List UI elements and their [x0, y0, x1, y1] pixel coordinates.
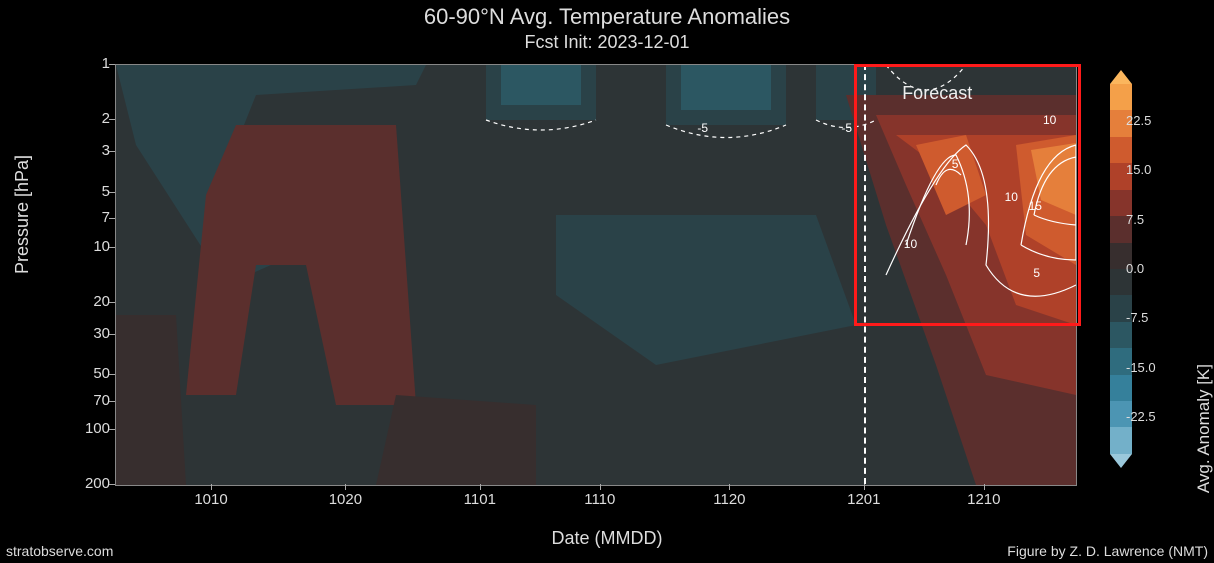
x-tick-mark — [480, 484, 481, 490]
colorbar-segment — [1110, 137, 1132, 163]
y-tick-label: 2 — [60, 110, 110, 127]
x-tick-mark — [211, 484, 212, 490]
y-tick-label: 7 — [60, 209, 110, 226]
y-tick-mark — [109, 334, 115, 335]
y-tick-mark — [109, 401, 115, 402]
colorbar-tick-label: 7.5 — [1126, 212, 1166, 227]
y-tick-mark — [109, 247, 115, 248]
colorbar-tick-label: -22.5 — [1126, 409, 1166, 424]
y-tick-label: 70 — [60, 392, 110, 409]
y-tick-label: 200 — [60, 475, 110, 492]
chart-title: 60-90°N Avg. Temperature Anomalies — [0, 4, 1214, 30]
contour-label: 5 — [1033, 266, 1040, 280]
x-tick-mark — [345, 484, 346, 490]
contour-label: -5 — [841, 121, 852, 135]
y-tick-mark — [109, 218, 115, 219]
y-tick-label: 3 — [60, 142, 110, 159]
y-tick-label: 10 — [60, 238, 110, 255]
y-tick-label: 20 — [60, 293, 110, 310]
heat-region — [681, 65, 771, 110]
x-tick-label: 1020 — [315, 491, 375, 508]
x-tick-label: 1201 — [834, 491, 894, 508]
colorbar-tick-label: 15.0 — [1126, 162, 1166, 177]
colorbar-segment — [1110, 375, 1132, 401]
colorbar-segment — [1110, 84, 1132, 110]
heat-region — [116, 315, 186, 485]
x-tick-label: 1101 — [450, 491, 510, 508]
x-tick-mark — [864, 484, 865, 490]
colorbar-tick-label: -15.0 — [1126, 360, 1166, 375]
colorbar-overflow-bottom-icon — [1110, 454, 1132, 468]
x-tick-label: 1210 — [954, 491, 1014, 508]
x-tick-label: 1010 — [181, 491, 241, 508]
contour-label: 10 — [1005, 190, 1018, 204]
x-tick-mark — [729, 484, 730, 490]
heat-region — [501, 65, 581, 105]
y-tick-label: 30 — [60, 325, 110, 342]
y-tick-mark — [109, 192, 115, 193]
y-tick-mark — [109, 429, 115, 430]
credit-left: stratobserve.com — [6, 543, 113, 559]
y-tick-label: 1 — [60, 55, 110, 72]
credit-right: Figure by Z. D. Lawrence (NMT) — [1007, 543, 1208, 559]
contour-label: 15 — [1029, 199, 1042, 213]
x-tick-mark — [600, 484, 601, 490]
y-tick-mark — [109, 302, 115, 303]
y-tick-mark — [109, 64, 115, 65]
highlight-box — [854, 64, 1081, 326]
colorbar-segment — [1110, 322, 1132, 348]
y-tick-label: 100 — [60, 420, 110, 437]
y-tick-mark — [109, 119, 115, 120]
y-axis-label: Pressure [hPa] — [12, 155, 33, 274]
contour-label: -5 — [697, 121, 708, 135]
y-tick-label: 50 — [60, 365, 110, 382]
colorbar-tick-label: 0.0 — [1126, 261, 1166, 276]
colorbar-overflow-top-icon — [1110, 70, 1132, 84]
contour-label: 10 — [904, 237, 917, 251]
colorbar-tick-label: 22.5 — [1126, 113, 1166, 128]
x-tick-mark — [984, 484, 985, 490]
colorbar-tick-label: -7.5 — [1126, 310, 1166, 325]
y-tick-mark — [109, 484, 115, 485]
heat-region — [376, 395, 536, 485]
contour-label: 5 — [952, 157, 959, 171]
x-tick-label: 1120 — [699, 491, 759, 508]
y-tick-label: 5 — [60, 183, 110, 200]
chart-subtitle: Fcst Init: 2023-12-01 — [0, 32, 1214, 53]
y-tick-mark — [109, 374, 115, 375]
contour-label: 10 — [1043, 113, 1056, 127]
colorbar-segment — [1110, 427, 1132, 453]
x-tick-label: 1110 — [570, 491, 630, 508]
y-tick-mark — [109, 151, 115, 152]
colorbar-label: Avg. Anomaly [K] — [1194, 364, 1214, 493]
